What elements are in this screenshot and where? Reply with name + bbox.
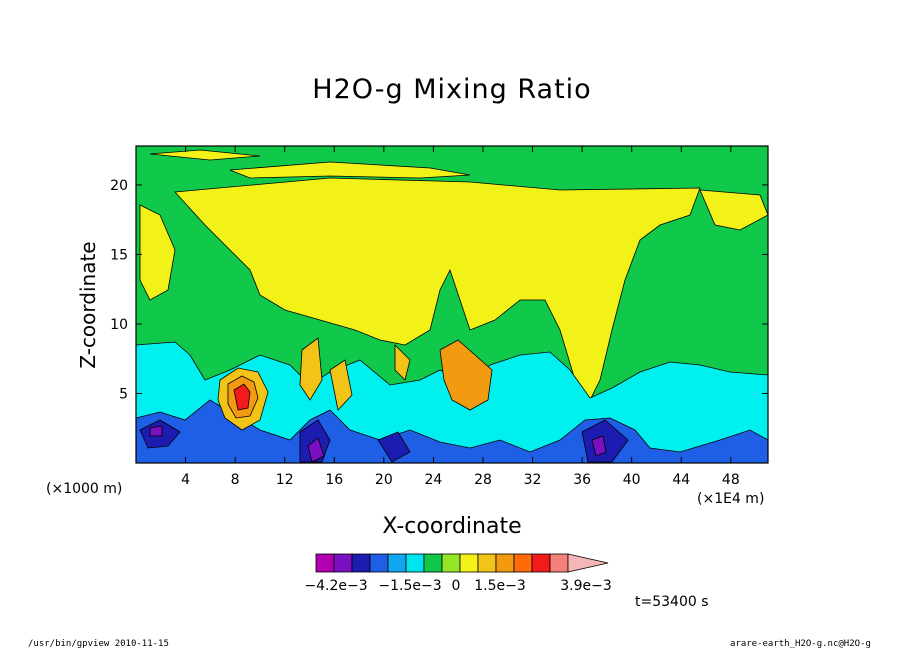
colorbar-label: −4.2e−3 [304, 578, 367, 594]
colorbar: −4.2e−3 −1.5e−3 0 1.5e−3 3.9e−3 [304, 553, 612, 594]
chart-title: H2O-g Mixing Ratio [312, 74, 592, 105]
x-unit-label-right: (×1E4 m) [697, 491, 765, 507]
x-tick-label: 44 [672, 472, 690, 488]
colorbar-swatch [441, 553, 461, 573]
footer-left: /usr/bin/gpview 2010-11-15 [28, 639, 169, 649]
field-region-purple [149, 425, 607, 463]
field-region-yellow-strip [149, 149, 261, 161]
x-tick-label: 32 [524, 472, 542, 488]
plot-area [135, 145, 769, 464]
plot-frame [135, 145, 769, 464]
x-tick-label: 40 [623, 472, 641, 488]
colorbar-label: −1.5e−3 [378, 578, 441, 594]
field-region-yellow-left [139, 204, 176, 301]
x-tick-label: 12 [276, 472, 294, 488]
x-tick-label: 8 [231, 472, 240, 488]
field-region-darkblue [139, 419, 629, 463]
field-region-yellow-top [229, 161, 471, 179]
x-tick-label: 4 [181, 472, 190, 488]
colorbar-label: 3.9e−3 [560, 578, 612, 594]
x-tick-label: 16 [325, 472, 343, 488]
x-tick-label: 20 [375, 472, 393, 488]
colorbar-swatch [369, 553, 389, 573]
colorbar-swatch [333, 553, 353, 573]
colorbar-swatch [423, 553, 443, 573]
colorbar-arrow [567, 553, 609, 573]
y-tick-label: 20 [110, 178, 128, 194]
colorbar-swatch [495, 553, 515, 573]
colorbar-swatch [513, 553, 533, 573]
x-axis-ticks: 4 8 12 16 20 24 28 32 36 40 44 48 [181, 146, 740, 488]
x-unit-label-left: (×1000 m) [46, 481, 123, 497]
field-region-red-core [233, 383, 251, 411]
field-region-yellow-upper [174, 177, 701, 401]
footer-right: arare-earth_H2O-g.nc@H2O-g [730, 639, 871, 649]
field-region-yellow-right [699, 189, 769, 231]
colorbar-swatch [315, 553, 335, 573]
colorbar-label: 0 [452, 578, 461, 594]
x-tick-label: 36 [573, 472, 591, 488]
x-tick-label: 48 [722, 472, 740, 488]
colorbar-swatch [549, 553, 569, 573]
colorbar-label: 1.5e−3 [474, 578, 526, 594]
y-tick-label: 10 [110, 317, 128, 333]
field-region-orange-core-3 [439, 339, 493, 411]
y-tick-label: 15 [110, 247, 128, 263]
colorbar-swatch [477, 553, 497, 573]
time-label: t=53400 s [635, 594, 709, 610]
y-axis-ticks: 5 10 15 20 [110, 178, 768, 402]
colorbar-swatch [459, 553, 479, 573]
colorbar-swatch [387, 553, 407, 573]
y-tick-label: 5 [119, 386, 128, 402]
x-tick-label: 24 [424, 472, 442, 488]
colorbar-swatch [405, 553, 425, 573]
field-region-yellow-core-4 [299, 337, 411, 411]
x-axis-label: X-coordinate [382, 514, 522, 539]
colorbar-swatch [351, 553, 371, 573]
x-tick-label: 28 [474, 472, 492, 488]
colorbar-swatch [531, 553, 551, 573]
